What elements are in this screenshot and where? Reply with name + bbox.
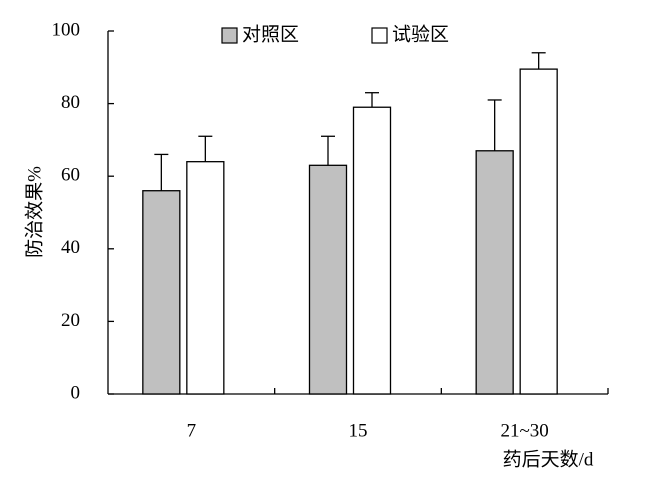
- legend-swatch: [221, 27, 238, 44]
- y-tick-label: 60: [61, 165, 80, 186]
- y-axis-label: 防治效果%: [23, 166, 45, 258]
- y-tick-label: 0: [71, 382, 81, 403]
- x-tick-label: 7: [187, 420, 197, 441]
- x-tick-label: 15: [349, 420, 368, 441]
- legend-swatch: [371, 27, 388, 44]
- bar: [186, 161, 225, 395]
- bar: [519, 68, 558, 395]
- legend-label: 试验区: [392, 23, 449, 45]
- x-axis-label: 药后天数/d: [503, 448, 594, 470]
- bar: [475, 150, 514, 395]
- x-tick-label: 21~30: [501, 420, 549, 441]
- bar: [142, 190, 181, 395]
- bar: [352, 106, 392, 395]
- bar: [308, 164, 348, 395]
- y-tick-label: 100: [52, 19, 81, 40]
- legend-label: 对照区: [242, 23, 299, 45]
- y-tick-label: 80: [61, 92, 80, 113]
- y-tick-label: 40: [61, 237, 80, 258]
- y-tick-label: 20: [61, 310, 80, 331]
